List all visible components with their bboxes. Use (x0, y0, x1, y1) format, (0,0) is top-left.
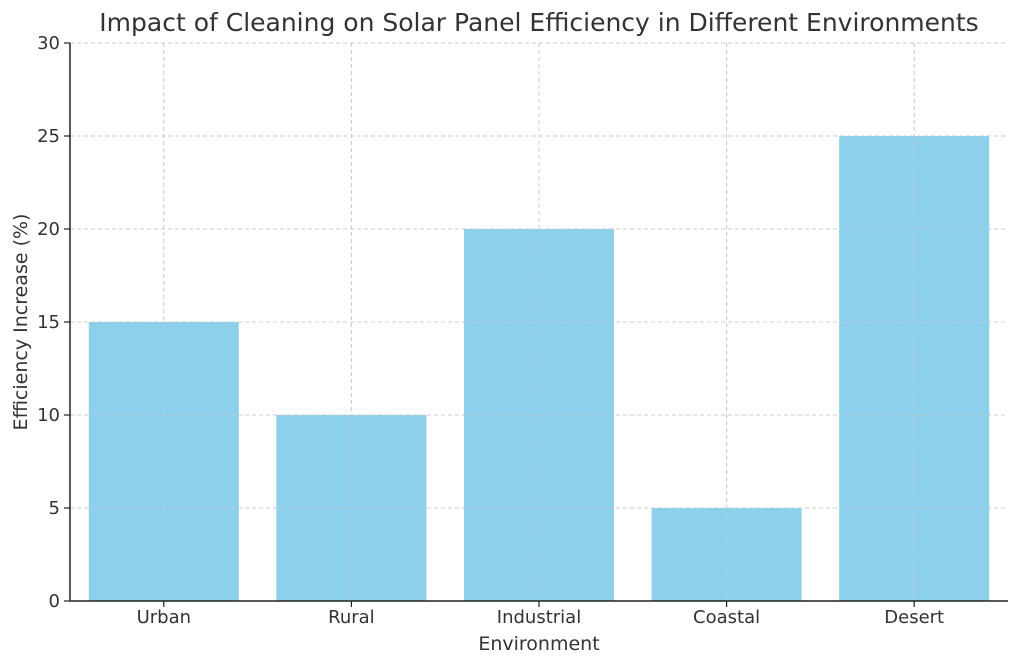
x-tick-label-urban: Urban (137, 607, 191, 628)
x-tick-label-rural: Rural (328, 607, 375, 628)
x-tick-label-industrial: Industrial (497, 607, 581, 628)
y-tick-label: 0 (49, 591, 60, 612)
x-tick-label-desert: Desert (884, 607, 944, 628)
y-tick-label: 15 (37, 312, 60, 333)
bar-urban (88, 322, 239, 601)
x-axis-ticks: Urban Rural Industrial Coastal Desert (137, 601, 944, 628)
x-tick-label-coastal: Coastal (693, 607, 760, 628)
y-tick-label: 5 (49, 498, 60, 519)
chart-title: Impact of Cleaning on Solar Panel Effici… (99, 8, 978, 37)
bars (70, 42, 1008, 602)
y-tick-label: 30 (37, 33, 60, 54)
y-tick-label: 10 (37, 405, 60, 426)
y-tick-label: 20 (37, 219, 60, 240)
x-axis-label: Environment (478, 633, 599, 655)
y-axis-label: Efficiency Increase (%) (10, 214, 32, 431)
y-axis-ticks: 0 5 10 15 20 25 30 (37, 33, 70, 612)
y-tick-label: 25 (37, 126, 60, 147)
